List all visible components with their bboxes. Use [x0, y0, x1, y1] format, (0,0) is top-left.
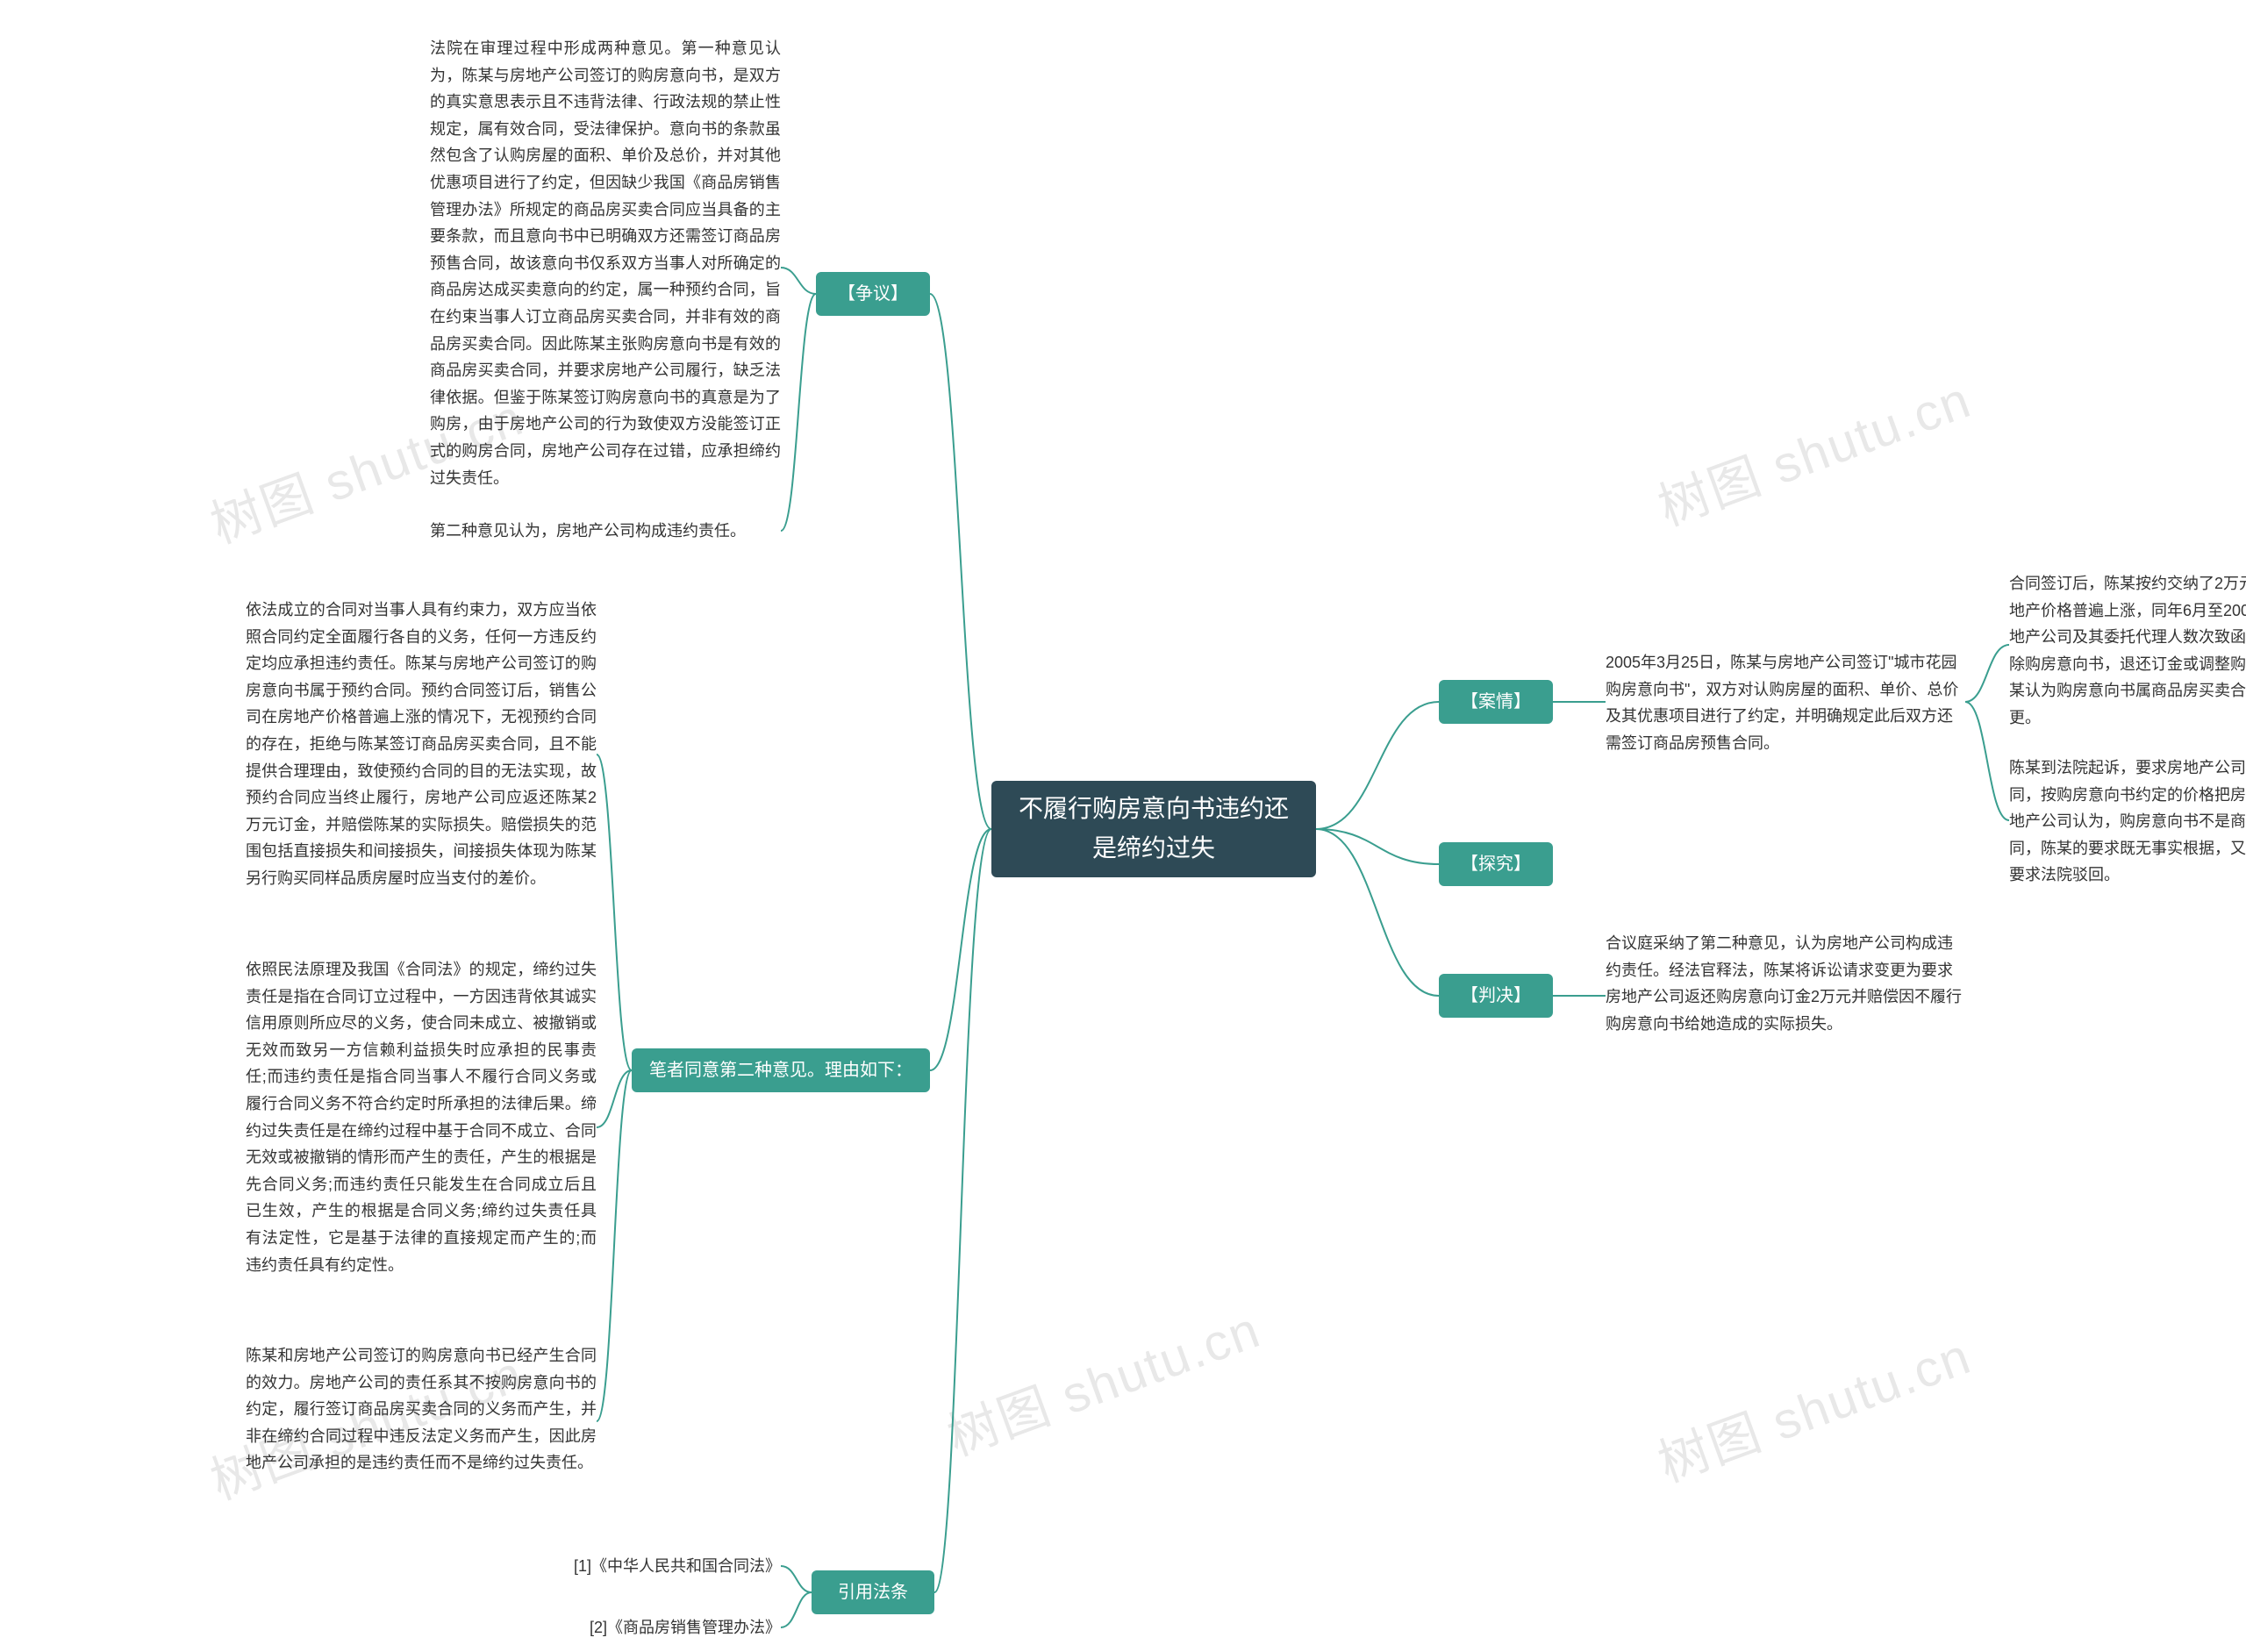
branch-label: 引用法条 [838, 1579, 908, 1606]
mindmap-canvas: 树图 shutu.cn 树图 shutu.cn 树图 shutu.cn 树图 s… [0, 0, 2246, 1652]
branch-label: 【探究】 [1461, 851, 1531, 877]
leaf-case-lawsuit: 陈某到法院起诉，要求房地产公司继续履行合同，按购房意向书约定的价格把房屋卖给她。… [2009, 754, 2246, 889]
leaf-opinion-reason3: 陈某和房地产公司签订的购房意向书已经产生合同的效力。房地产公司的责任系其不按购房… [246, 1342, 597, 1477]
branch-citations[interactable]: 引用法条 [812, 1570, 934, 1614]
root-label: 不履行购房意向书违约还是缔约过失 [1019, 790, 1289, 869]
leaf-opinion-reason2: 依照民法原理及我国《合同法》的规定，缔约过失责任是指在合同订立过程中，一方因违背… [246, 956, 597, 1278]
branch-label: 笔者同意第二种意见。理由如下： [649, 1057, 912, 1083]
branch-verdict[interactable]: 【判决】 [1439, 974, 1553, 1018]
leaf-opinion-reason1: 依法成立的合同对当事人具有约束力，双方应当依照合同约定全面履行各自的义务，任何一… [246, 597, 597, 892]
leaf-citation-1: [1]《中华人民共和国合同法》 [544, 1553, 781, 1580]
watermark: 树图 shutu.cn [936, 1289, 1270, 1470]
leaf-dispute-opinion2: 第二种意见认为，房地产公司构成违约责任。 [430, 518, 781, 545]
leaf-citation-2: [2]《商品房销售管理办法》 [544, 1614, 781, 1641]
leaf-case-deposit: 合同签订后，陈某按约交纳了2万元订金。因房地产价格普遍上涨，同年6月至2006年… [2009, 570, 2246, 732]
branch-label: 【判决】 [1461, 983, 1531, 1009]
leaf-verdict-text: 合议庭采纳了第二种意见，认为房地产公司构成违约责任。经法官释法，陈某将诉讼请求变… [1606, 930, 1965, 1037]
branch-dispute[interactable]: 【争议】 [816, 272, 930, 316]
branch-label: 【案情】 [1461, 689, 1531, 715]
branch-explore[interactable]: 【探究】 [1439, 842, 1553, 886]
root-node[interactable]: 不履行购房意向书违约还是缔约过失 [991, 781, 1316, 877]
watermark: 树图 shutu.cn [1647, 1315, 1980, 1497]
leaf-dispute-opinion1: 法院在审理过程中形成两种意见。第一种意见认为，陈某与房地产公司签订的购房意向书，… [430, 35, 781, 491]
leaf-case-summary: 2005年3月25日，陈某与房地产公司签订"城市花园购房意向书"，双方对认购房屋… [1606, 649, 1965, 756]
branch-label: 【争议】 [838, 281, 908, 307]
branch-opinion[interactable]: 笔者同意第二种意见。理由如下： [632, 1048, 930, 1092]
watermark: 树图 shutu.cn [1647, 359, 1980, 540]
branch-case[interactable]: 【案情】 [1439, 680, 1553, 724]
